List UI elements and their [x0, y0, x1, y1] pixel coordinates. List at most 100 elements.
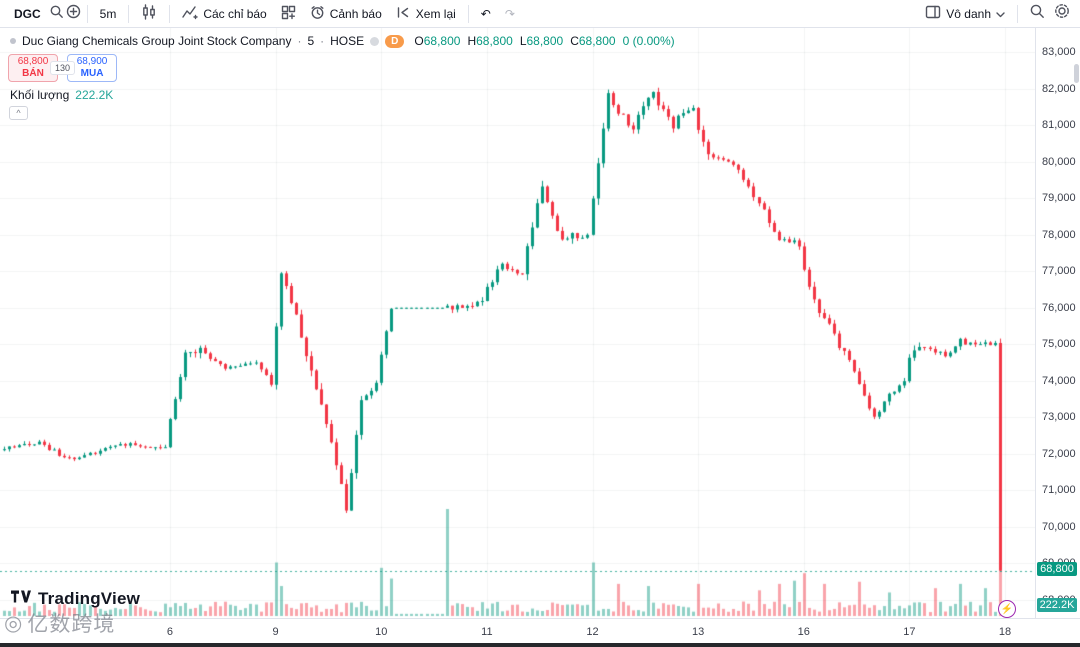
replay-label: Xem lại: [415, 6, 456, 21]
toolbar-separator: [169, 4, 171, 23]
user-label: Vô danh: [946, 6, 991, 21]
trade-widget: 68,800 BÁN 130 68,900 MUA: [8, 54, 118, 82]
low-value: 68,800: [526, 34, 564, 48]
volume-legend[interactable]: Khối lượng 222.2K: [10, 88, 113, 102]
user-menu-button[interactable]: Vô danh: [919, 2, 1011, 26]
buy-price: 68,900: [76, 56, 108, 67]
time-tick: 10: [375, 626, 388, 638]
time-tick: 18: [998, 626, 1012, 638]
price-tick: 82,000: [1042, 82, 1076, 95]
watchlist-panel-icon: [925, 5, 941, 22]
indicators-label: Các chỉ báo: [203, 6, 267, 21]
symbol-button[interactable]: DGC: [8, 2, 47, 26]
interval-button[interactable]: 5m: [94, 2, 123, 26]
redo-icon: ↷: [504, 6, 515, 21]
volume-label: Khối lượng: [10, 88, 70, 102]
legend-separator: ·: [320, 34, 325, 48]
redo-button[interactable]: ↷: [499, 2, 521, 26]
grid-layout-icon: [281, 5, 296, 23]
open-key: O: [414, 34, 424, 48]
indicator-templates-button[interactable]: [275, 2, 302, 26]
high-key: H: [467, 34, 477, 48]
price-tick: 79,000: [1042, 192, 1076, 205]
volume-value: 222.2K: [75, 88, 114, 102]
time-tick: 9: [272, 626, 279, 638]
flash-boost-icon[interactable]: ⚡: [998, 600, 1016, 618]
close-key: C: [570, 34, 579, 48]
price-tick: 77,000: [1042, 265, 1076, 278]
alert-clock-icon: [310, 5, 325, 23]
price-tick: 81,000: [1042, 119, 1076, 132]
legend-title[interactable]: Duc Giang Chemicals Group Joint Stock Co…: [22, 34, 292, 48]
chart-region: Duc Giang Chemicals Group Joint Stock Co…: [0, 28, 1080, 618]
toolbar-separator: [1017, 4, 1018, 23]
indicators-icon: [182, 5, 199, 23]
delayed-data-badge[interactable]: D: [385, 34, 405, 48]
tradingview-logo-icon: [10, 589, 32, 609]
price-tick: 70,000: [1042, 520, 1076, 533]
price-tick: 80,000: [1042, 155, 1076, 168]
price-axis[interactable]: 68,800 222.2K 83,000 82,000 81,000 80,000 79…: [1035, 28, 1080, 618]
top-toolbar: DGC 5m Các chỉ báo: [0, 0, 1080, 28]
replay-button[interactable]: Xem lại: [390, 2, 462, 26]
compare-add-icon[interactable]: [66, 4, 81, 24]
tradingview-logo[interactable]: TradingView: [10, 589, 140, 609]
toolbar-left: DGC 5m Các chỉ báo: [8, 2, 521, 26]
candlestick-chart-icon: [141, 4, 157, 23]
ohlc-readout: O68,800 H68,800 L68,800 C68,800 0 (0.00%…: [414, 34, 674, 48]
alert-button[interactable]: Cảnh báo: [304, 2, 388, 26]
toolbar-separator: [86, 4, 88, 23]
symbol-search-icon[interactable]: [49, 4, 64, 24]
price-tick: 71,000: [1042, 484, 1076, 497]
sell-button[interactable]: 68,800 BÁN: [8, 54, 58, 82]
price-tick: 83,000: [1042, 46, 1076, 58]
price-tick: 74,000: [1042, 374, 1076, 387]
quick-search-icon[interactable]: [1024, 3, 1050, 24]
chart-type-button[interactable]: [135, 2, 163, 26]
time-tick: 12: [586, 626, 599, 638]
legend-interval: 5: [307, 34, 315, 48]
price-tick: 76,000: [1042, 301, 1076, 314]
close-value: 68,800: [578, 34, 616, 48]
collapse-legend-button[interactable]: ^: [9, 106, 28, 120]
chart-pane: Duc Giang Chemicals Group Joint Stock Co…: [0, 28, 1035, 618]
time-tick: 6: [166, 626, 174, 638]
toolbar-separator: [128, 4, 130, 23]
high-value: 68,800: [476, 34, 513, 48]
indicators-button[interactable]: Các chỉ báo: [176, 2, 272, 26]
symbol-marker-icon: [10, 38, 16, 44]
price-tick: 73,000: [1042, 411, 1076, 424]
last-price-badge: 68,800: [1037, 561, 1077, 576]
settings-gear-icon[interactable]: [1052, 3, 1072, 24]
price-tick: 75,000: [1042, 338, 1076, 351]
interval-label: 5m: [99, 6, 117, 21]
sell-label: BÁN: [22, 68, 44, 79]
time-tick: 11: [481, 626, 493, 638]
spread-value: 130: [50, 61, 76, 75]
open-value: 68,800: [423, 34, 461, 48]
symbol-legend[interactable]: Duc Giang Chemicals Group Joint Stock Co…: [10, 34, 675, 48]
market-status-icon[interactable]: [370, 36, 380, 46]
low-key: L: [519, 34, 527, 48]
symbol-label: DGC: [14, 6, 41, 21]
legend-exchange: HOSE: [330, 34, 365, 48]
volume-badge: 222.2K: [1037, 598, 1077, 612]
legend-separator: ·: [297, 34, 302, 48]
scrollbar-thumb[interactable]: [1074, 64, 1079, 83]
change-value: 0 (0.00%): [622, 34, 675, 48]
time-tick: 13: [692, 626, 705, 638]
price-tick: 78,000: [1042, 228, 1076, 241]
time-tick: 17: [903, 626, 916, 638]
replay-icon: [396, 5, 411, 23]
undo-button[interactable]: ↶: [475, 2, 497, 26]
buy-label: MUA: [80, 68, 104, 79]
alert-label: Cảnh báo: [329, 6, 382, 21]
bottom-strip: [0, 643, 1080, 647]
chart-canvas[interactable]: [0, 28, 1035, 618]
price-tick: 72,000: [1042, 447, 1076, 460]
time-tick: 16: [797, 626, 810, 638]
toolbar-right: Vô danh: [919, 2, 1072, 26]
toolbar-separator: [467, 4, 469, 23]
time-axis[interactable]: 6 9 10 11 12 13 16 17 18: [0, 618, 1080, 647]
chevron-down-icon: [996, 7, 1005, 21]
